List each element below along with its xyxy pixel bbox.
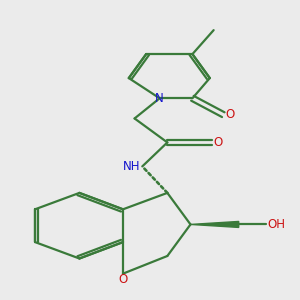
Text: N: N [155,92,164,105]
Text: OH: OH [267,218,285,231]
Text: NH: NH [123,160,140,173]
Polygon shape [190,221,239,227]
Text: O: O [214,136,223,149]
Text: O: O [225,108,235,121]
Text: O: O [118,272,127,286]
